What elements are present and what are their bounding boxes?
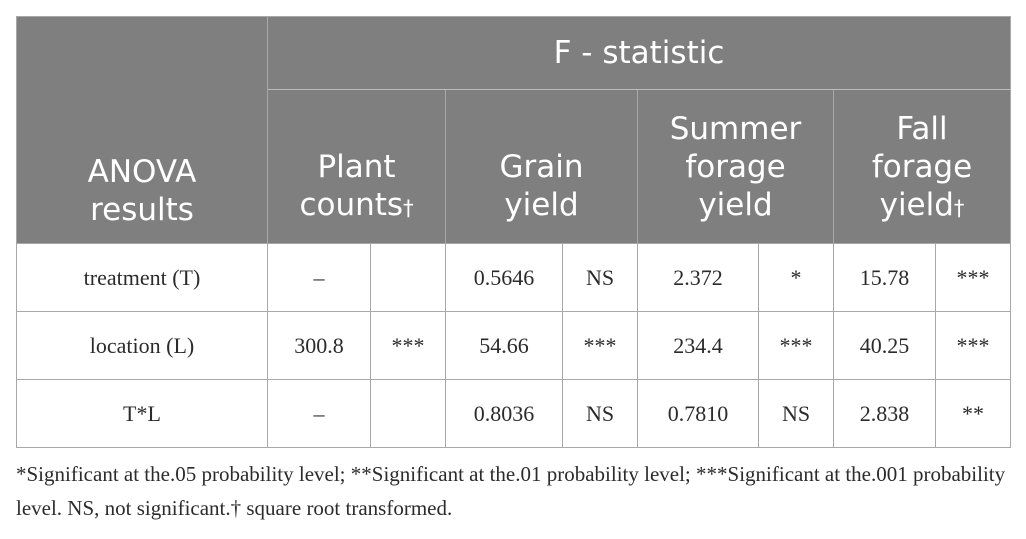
table-cell: *** (562, 311, 638, 380)
table-cell: 40.25 (833, 311, 936, 380)
row-header-text: ANOVA results (87, 154, 197, 228)
table-cell: *** (934, 311, 1012, 380)
table-cell: 54.66 (445, 311, 563, 380)
column-header-line1: Fall forage (871, 111, 973, 185)
row-label: T*L (16, 379, 268, 448)
table-cell: NS (562, 243, 638, 312)
table-cell: ** (934, 379, 1012, 448)
column-header-line1: Plant (317, 149, 396, 185)
table-cell: 0.5646 (445, 243, 563, 312)
table-cell: 15.78 (833, 243, 936, 312)
column-header-line2: yield (698, 187, 773, 223)
table-cell: *** (758, 311, 834, 380)
table-cell: 2.838 (833, 379, 936, 448)
table-cell: *** (934, 243, 1012, 312)
table-cell: 300.8 (267, 311, 371, 380)
table-cell: – (267, 243, 371, 312)
f-statistic-header: F - statistic (266, 16, 1012, 90)
column-header-plant-counts: Plant counts† (267, 89, 446, 244)
table-row: location (L) 300.8 *** 54.66 *** 234.4 *… (16, 311, 1012, 380)
header-row-2: Plant counts† Grain yield Summer forage … (17, 89, 1012, 244)
row-label: location (L) (16, 311, 268, 380)
table-cell: 2.372 (637, 243, 759, 312)
table-row: treatment (T) – 0.5646 NS 2.372 * 15.78 … (16, 243, 1012, 312)
column-header-fall-forage-yield: Fall forage yield† (832, 89, 1012, 244)
row-header: ANOVA results (16, 16, 268, 244)
table-cell: *** (370, 311, 446, 380)
column-header-line2: counts (299, 187, 404, 223)
anova-table: ANOVA results F - statistic Plant counts… (16, 16, 1012, 448)
table-cell: 0.7810 (637, 379, 759, 448)
header-row-1: ANOVA results F - statistic (16, 16, 1012, 244)
dagger-marker: † (953, 196, 965, 220)
table-row: T*L – 0.8036 NS 0.7810 NS 2.838 ** (16, 379, 1012, 448)
row-label: treatment (T) (16, 243, 268, 312)
column-header-line2: yield (504, 187, 579, 223)
column-header-grain-yield: Grain yield (445, 89, 638, 244)
column-header-summer-forage-yield: Summer forage yield (637, 89, 834, 244)
table-cell: NS (758, 379, 834, 448)
dagger-marker: † (403, 196, 414, 220)
table-cell: 0.8036 (445, 379, 563, 448)
table-cell (370, 379, 446, 448)
table-footnote: *Significant at the.05 probability level… (16, 462, 1006, 520)
column-header-line1: Summer forage (669, 111, 802, 185)
table-cell (370, 243, 446, 312)
table-cell: NS (562, 379, 638, 448)
table-cell: 234.4 (637, 311, 759, 380)
column-header-line1: Grain (499, 149, 584, 185)
table-cell: * (758, 243, 834, 312)
table-cell: – (267, 379, 371, 448)
column-header-line2: yield (879, 187, 954, 223)
